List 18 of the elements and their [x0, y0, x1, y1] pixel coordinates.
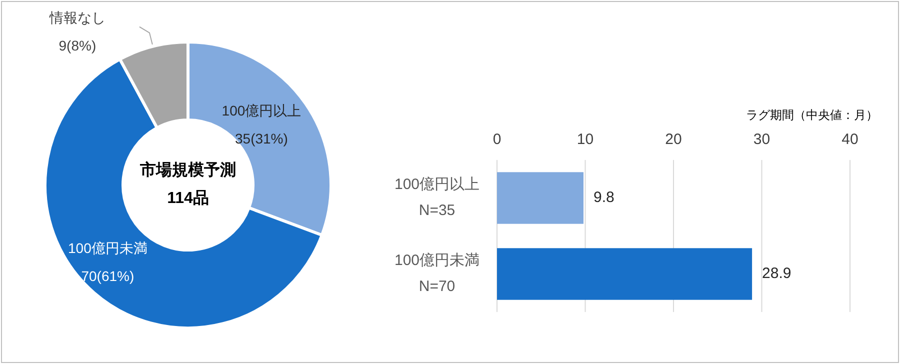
slice-label: 情報なし	[48, 10, 106, 26]
data-label: 35(31%)	[235, 130, 288, 146]
slice-label: 100億円未満	[68, 240, 148, 256]
text: 市場規模予測	[139, 161, 236, 180]
x-tick-label: 30	[753, 130, 770, 148]
x-tick-label: 0	[492, 130, 502, 148]
slice-label: 100億円以上	[222, 102, 302, 118]
x-tick-label: 10	[576, 130, 594, 148]
data-label: 70(61%)	[81, 268, 134, 284]
x-tick-label: 40	[842, 130, 858, 148]
data-label: 28.9	[762, 264, 792, 282]
x-axis-title: ラグ期間（中央値：月）	[746, 108, 878, 122]
y-tick-label: 100億円以上 N=35	[394, 176, 480, 219]
data-label: 9(8%)	[58, 38, 96, 54]
data-label: 9.8	[593, 188, 614, 206]
y-tick-label: 100億円未満 N=70	[394, 252, 480, 295]
text: 114品	[167, 190, 209, 208]
x-tick-label: 20	[665, 130, 682, 148]
